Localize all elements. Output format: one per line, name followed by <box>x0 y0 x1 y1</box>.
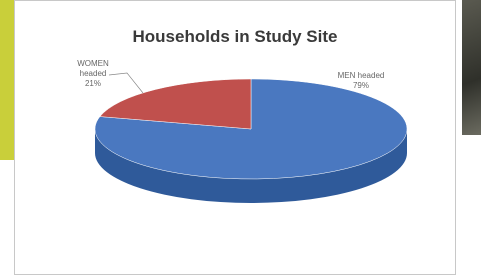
value-label: 79% <box>331 81 391 91</box>
page: {"chart_data": {"type": "pie", "title": … <box>0 0 481 275</box>
photo <box>462 0 481 135</box>
leader-line <box>109 73 143 93</box>
chart-title: Households in Study Site <box>15 27 455 47</box>
category-label: WOMEN headed <box>75 59 111 79</box>
side-strip <box>0 0 14 160</box>
value-label: 21% <box>75 79 111 89</box>
category-label: MEN headed <box>331 71 391 81</box>
